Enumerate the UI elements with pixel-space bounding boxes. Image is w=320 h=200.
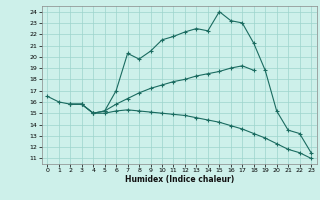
X-axis label: Humidex (Indice chaleur): Humidex (Indice chaleur) [124,175,234,184]
